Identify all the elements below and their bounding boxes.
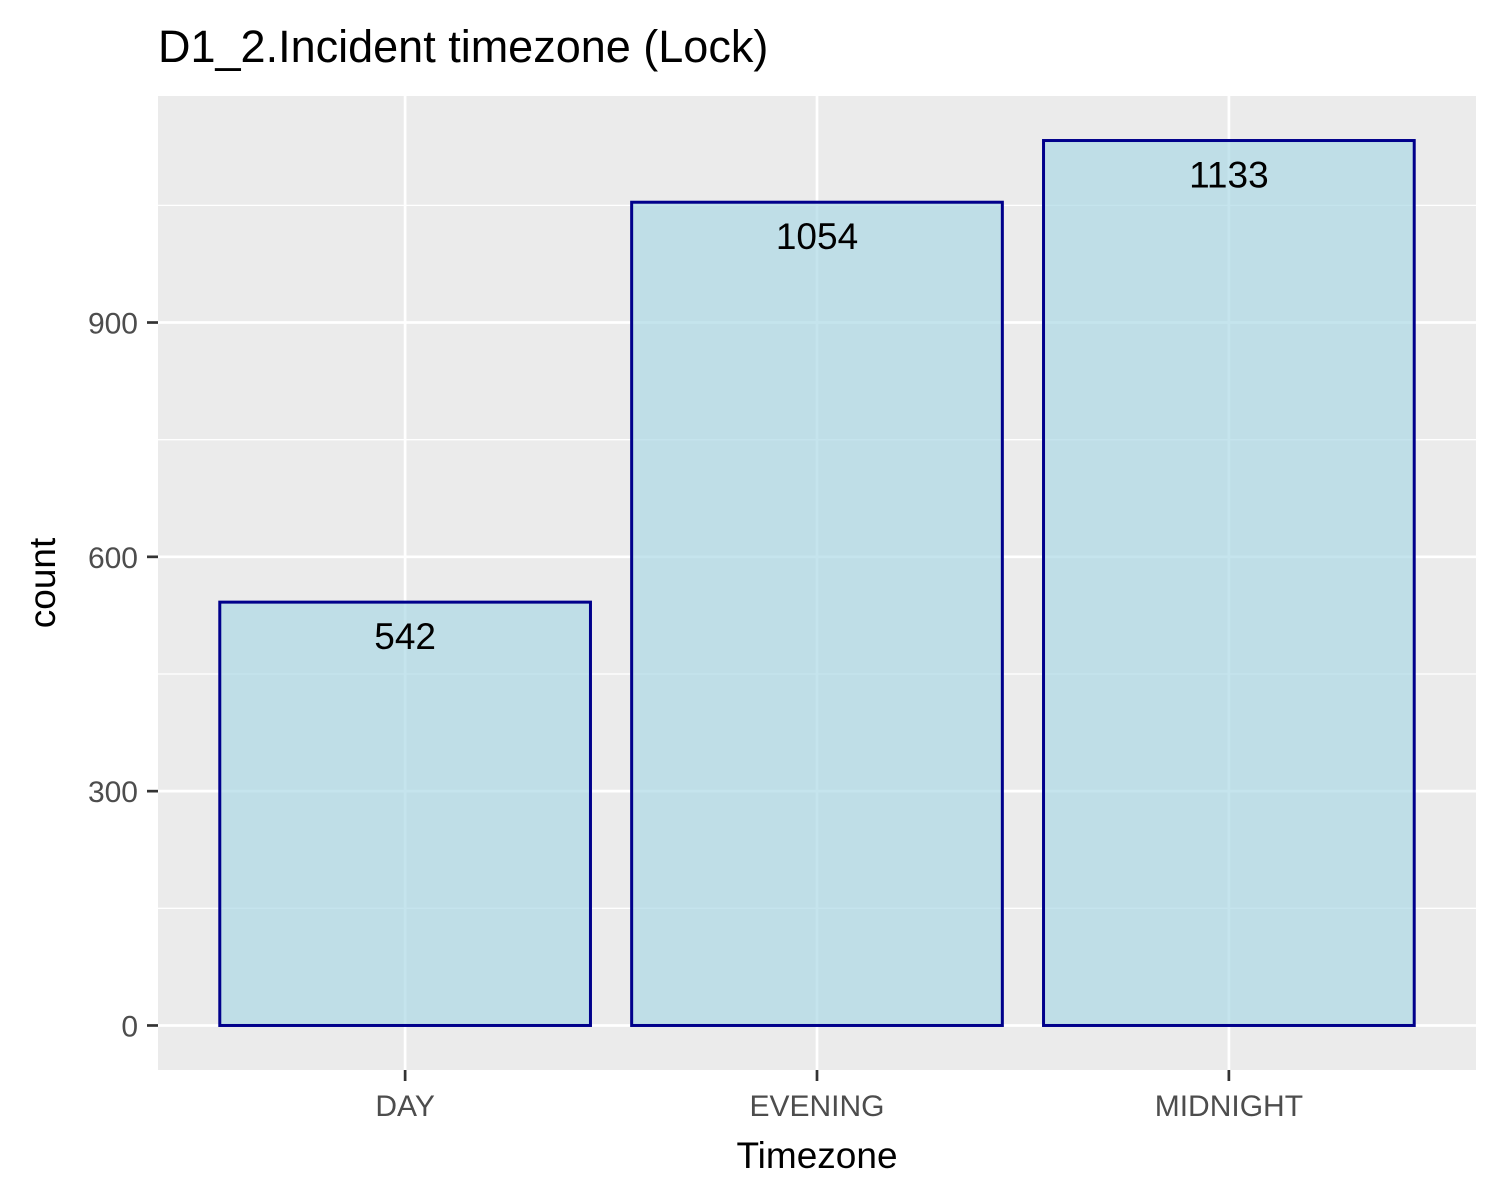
y-tick-label: 600 (88, 542, 138, 575)
x-axis-title: Timezone (736, 1135, 897, 1176)
y-tick-label: 900 (88, 308, 138, 341)
bar-day (218, 600, 592, 1027)
chart-title: D1_2.Incident timezone (Lock) (158, 21, 768, 72)
bar-midnight (1042, 139, 1416, 1027)
data-label-evening: 1054 (776, 216, 858, 257)
bars (218, 139, 1416, 1027)
x-axis: DAY EVENING MIDNIGHT (375, 1070, 1303, 1123)
x-tick-label: DAY (375, 1090, 434, 1123)
data-labels: 542 1054 1133 (374, 155, 1268, 658)
y-tick-label: 300 (88, 776, 138, 809)
y-tick-label: 0 (121, 1010, 138, 1043)
x-tick-label: EVENING (749, 1090, 884, 1123)
y-axis: 0 300 600 900 (88, 308, 158, 1043)
bar-evening (630, 200, 1004, 1027)
data-label-midnight: 1133 (1189, 155, 1269, 196)
x-tick-label: MIDNIGHT (1155, 1090, 1303, 1123)
data-label-day: 542 (374, 616, 436, 657)
y-axis-title: count (22, 537, 63, 628)
